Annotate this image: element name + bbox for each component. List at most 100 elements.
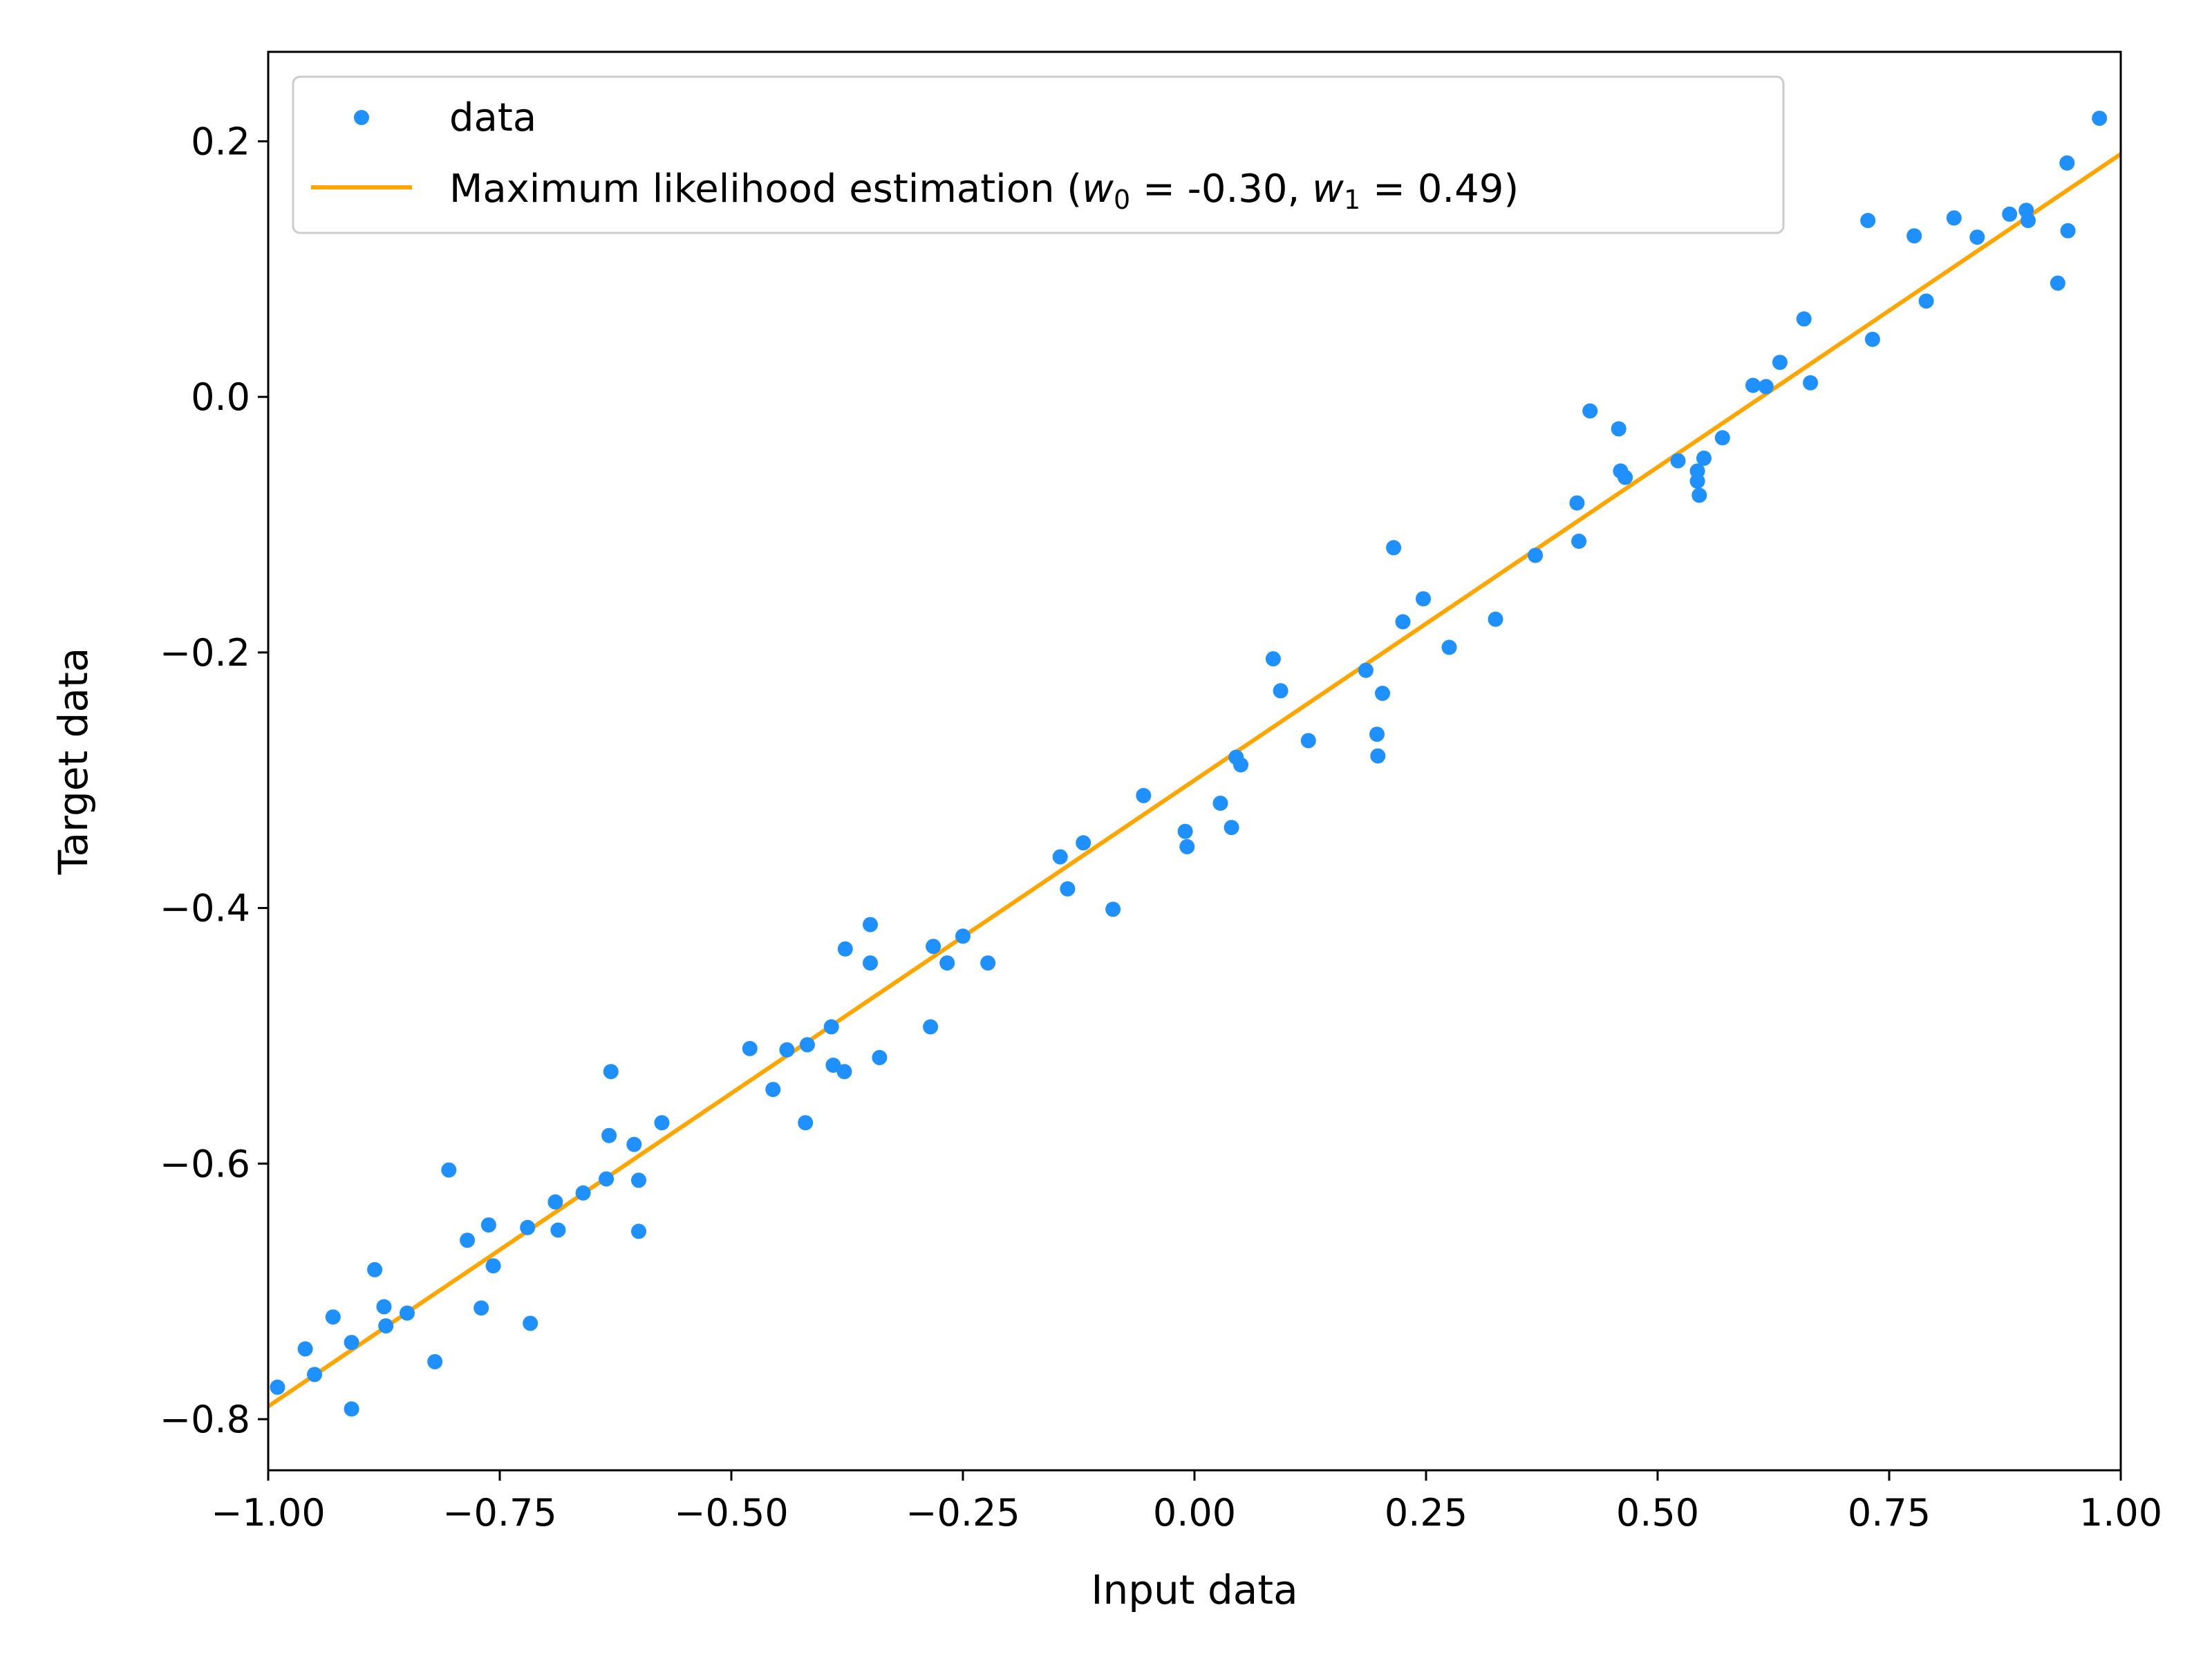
data-point-17 (523, 1315, 538, 1331)
y-tick-label-0: −0.8 (160, 1398, 250, 1441)
data-point-70 (1571, 534, 1587, 549)
x-axis-label: Input data (1091, 1566, 1297, 1613)
data-point-81 (1745, 377, 1761, 393)
data-point-3 (325, 1309, 341, 1325)
data-point-2 (307, 1367, 322, 1382)
data-point-95 (2050, 275, 2065, 291)
data-point-38 (863, 955, 878, 971)
x-tick-label-3: −0.25 (906, 1491, 1020, 1535)
x-tick-label-6: 0.50 (1616, 1491, 1699, 1535)
data-point-53 (1224, 820, 1239, 836)
data-point-51 (1179, 838, 1195, 854)
data-point-87 (1864, 331, 1880, 347)
legend-marker-data (354, 110, 369, 125)
data-point-58 (1300, 733, 1316, 749)
data-point-49 (1136, 787, 1152, 803)
data-point-85 (1803, 375, 1819, 391)
data-point-69 (1569, 495, 1585, 511)
data-point-66 (1441, 639, 1457, 655)
data-point-74 (1618, 469, 1633, 485)
data-point-44 (980, 955, 996, 971)
x-tick-label-4: 0.00 (1153, 1491, 1236, 1535)
data-point-0 (270, 1379, 285, 1395)
data-point-32 (799, 1037, 815, 1053)
data-point-45 (1052, 849, 1068, 865)
mle-fit-line (268, 152, 2121, 1409)
data-point-46 (1060, 881, 1076, 897)
y-tick-label-1: −0.6 (160, 1142, 250, 1185)
data-point-24 (626, 1136, 642, 1152)
x-axis-ticks: −1.00 −0.75 −0.50 −0.25 0.00 0.25 0.50 0.75 1.00 (211, 1470, 2162, 1535)
data-point-41 (926, 939, 941, 955)
data-point-22 (601, 1127, 617, 1143)
y-tick-label-3: −0.2 (160, 631, 250, 675)
data-point-42 (939, 955, 955, 971)
data-point-91 (1969, 229, 1985, 245)
data-point-97 (2060, 223, 2076, 238)
data-point-39 (872, 1049, 888, 1065)
data-point-98 (2092, 111, 2108, 126)
x-tick-label-1: −0.75 (442, 1491, 556, 1535)
x-tick-label-7: 0.75 (1848, 1491, 1931, 1535)
data-point-35 (836, 1064, 852, 1080)
data-point-20 (575, 1185, 591, 1201)
data-point-25 (631, 1224, 646, 1239)
data-point-60 (1369, 727, 1385, 742)
data-point-75 (1670, 453, 1686, 469)
data-point-10 (427, 1353, 443, 1369)
x-tick-label-0: −1.00 (211, 1491, 325, 1535)
data-point-43 (955, 928, 971, 944)
data-point-13 (474, 1300, 489, 1316)
y-axis-label: Target data (50, 648, 97, 876)
data-point-80 (1714, 430, 1730, 446)
data-point-26 (631, 1172, 646, 1188)
y-axis-ticks: −0.8 −0.6 −0.4 −0.2 0.0 0.2 (160, 120, 268, 1441)
data-point-63 (1386, 540, 1402, 556)
data-point-50 (1177, 823, 1193, 839)
data-point-6 (367, 1262, 383, 1277)
data-point-71 (1582, 403, 1598, 419)
data-point-84 (1796, 311, 1812, 327)
data-point-79 (1696, 450, 1712, 466)
data-point-96 (2059, 155, 2075, 171)
data-point-19 (550, 1222, 566, 1238)
data-point-29 (765, 1082, 781, 1098)
data-point-62 (1375, 686, 1390, 701)
data-point-55 (1233, 757, 1248, 773)
data-point-34 (825, 1058, 841, 1073)
data-point-52 (1212, 796, 1228, 811)
data-point-36 (837, 941, 853, 957)
data-point-28 (742, 1040, 758, 1056)
legend-label-mle: Maximum likelihood estimation (w0 = -0.3… (449, 167, 1519, 215)
data-point-89 (1918, 293, 1934, 309)
data-point-90 (1946, 210, 1962, 226)
data-point-65 (1416, 591, 1431, 607)
data-point-23 (603, 1064, 619, 1080)
data-point-82 (1758, 379, 1774, 395)
x-tick-label-8: 1.00 (2079, 1491, 2162, 1535)
data-point-33 (823, 1019, 839, 1035)
data-point-78 (1691, 487, 1707, 503)
y-tick-label-2: −0.4 (160, 887, 250, 930)
scatter-points (270, 111, 2108, 1417)
data-point-11 (441, 1162, 457, 1178)
data-point-57 (1273, 683, 1288, 699)
data-point-94 (2021, 213, 2036, 228)
data-point-37 (863, 917, 878, 932)
data-point-31 (798, 1115, 814, 1131)
data-point-15 (485, 1258, 501, 1274)
data-point-68 (1528, 547, 1544, 563)
data-point-18 (547, 1194, 563, 1210)
plot-area (268, 52, 2121, 1470)
chart-marks (268, 111, 2121, 1417)
legend-label-data: data (449, 95, 536, 140)
data-point-72 (1611, 421, 1627, 437)
data-point-4 (344, 1335, 359, 1351)
data-point-12 (460, 1232, 476, 1248)
data-point-48 (1105, 901, 1121, 917)
y-tick-label-4: 0.0 (191, 375, 250, 419)
data-point-83 (1772, 355, 1788, 371)
x-tick-label-5: 0.25 (1385, 1491, 1468, 1535)
data-point-88 (1906, 228, 1922, 244)
